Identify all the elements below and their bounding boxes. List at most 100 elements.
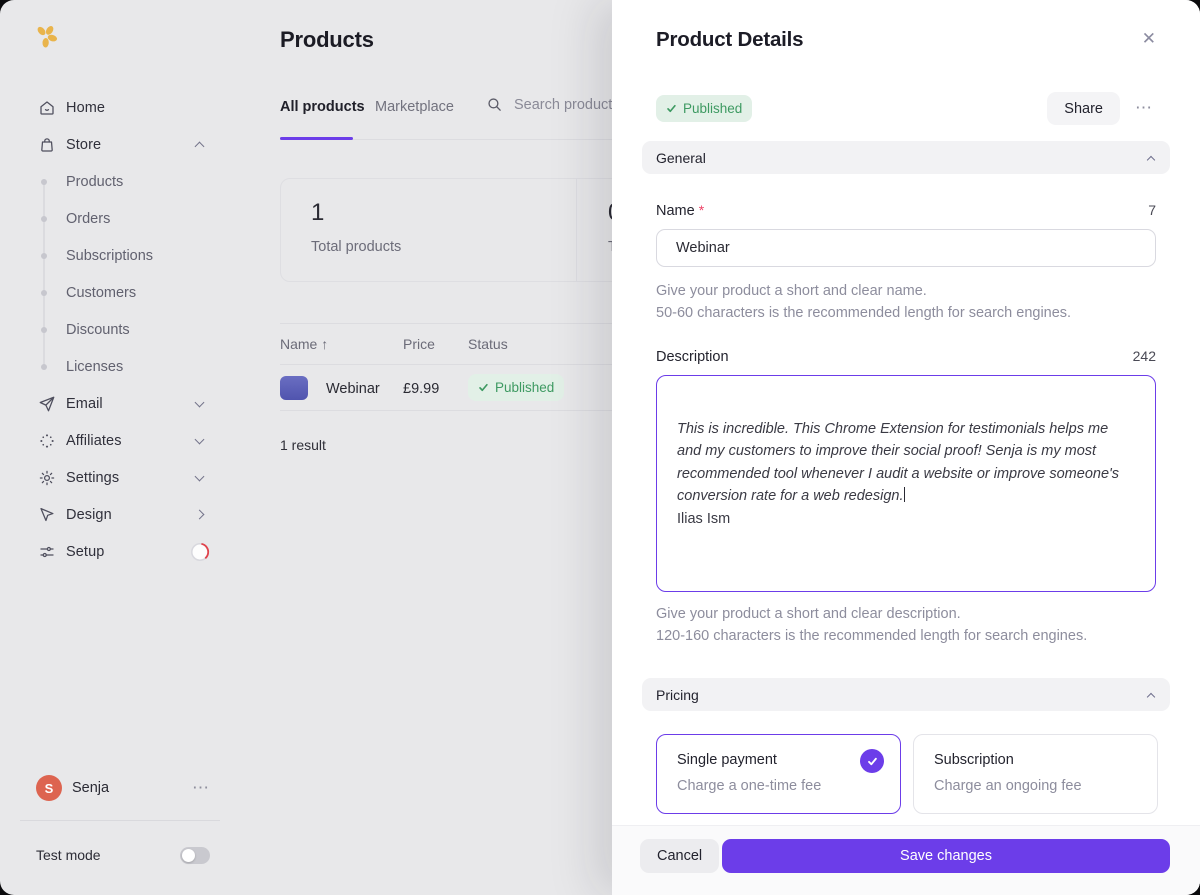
required-mark: * (698, 202, 705, 218)
section-general[interactable]: General (642, 141, 1170, 174)
affiliates-dots-icon (38, 432, 56, 450)
store-bag-icon (38, 136, 56, 154)
senja-logo-icon[interactable] (33, 23, 59, 49)
section-pricing[interactable]: Pricing (642, 678, 1170, 711)
selected-check-icon (860, 749, 884, 773)
status-badge: Published (468, 374, 565, 401)
pricing-option-subscription[interactable]: Subscription Charge an ongoing fee (913, 734, 1158, 814)
tab-all-products[interactable]: All products (280, 99, 365, 115)
table-row-price: £9.99 (403, 381, 440, 397)
drawer-footer: Cancel Save changes (612, 825, 1200, 895)
toggle-knob (182, 848, 195, 862)
chevron-up-icon (194, 141, 205, 152)
test-mode-toggle[interactable] (180, 846, 210, 864)
result-count: 1 result (280, 437, 326, 453)
name-help-line2: 50-60 characters is the recommended leng… (656, 305, 1072, 321)
sort-arrow-icon: ↑ (321, 336, 329, 352)
nav-tree-line (43, 182, 45, 366)
sidebar-item-email[interactable]: Email (0, 385, 240, 422)
sidebar-nav: Home Store Products Orders (0, 89, 240, 570)
text-caret (903, 487, 905, 502)
test-mode-row: Test mode (36, 845, 210, 865)
tree-dot-icon (41, 326, 47, 333)
tab-marketplace[interactable]: Marketplace (375, 99, 454, 115)
name-field-labels: Name * 7 (656, 202, 1156, 219)
table-row-name[interactable]: Webinar (326, 381, 380, 397)
description-textarea[interactable]: This is incredible. This Chrome Extensio… (656, 375, 1156, 592)
description-help-line1: Give your product a short and clear desc… (656, 606, 961, 622)
sidebar-item-discounts[interactable]: Discounts (0, 311, 240, 348)
home-icon (38, 99, 56, 117)
more-menu-button[interactable]: ⋯ (1135, 98, 1153, 117)
product-thumbnail[interactable] (280, 376, 308, 400)
sidebar-item-home[interactable]: Home (0, 89, 240, 126)
tree-dot-icon (41, 289, 47, 296)
stat-total-products-value: 1 (311, 199, 325, 226)
chevron-down-icon (194, 397, 205, 407)
chevron-down-icon (194, 434, 205, 444)
workspace-account[interactable]: S Senja ⋯ (36, 775, 210, 801)
page-title: Products (280, 27, 374, 52)
sidebar-item-customers[interactable]: Customers (0, 274, 240, 311)
cancel-button[interactable]: Cancel (640, 839, 720, 873)
pricing-option-single-payment[interactable]: Single payment Charge a one-time fee (656, 734, 901, 814)
sidebar-item-design[interactable]: Design (0, 496, 240, 533)
close-icon[interactable]: ✕ (1141, 29, 1156, 48)
description-char-count: 242 (1132, 348, 1156, 364)
sliders-icon (38, 543, 56, 561)
description-empty-line (677, 395, 1135, 418)
check-icon (479, 383, 488, 392)
search-icon (488, 98, 501, 111)
description-help-line2: 120-160 characters is the recommended le… (656, 628, 1088, 644)
name-help-line1: Give your product a short and clear name… (656, 283, 927, 299)
share-button[interactable]: Share (1047, 92, 1120, 125)
drawer-title: Product Details (656, 28, 804, 51)
published-badge: Published (656, 95, 753, 122)
name-label: Name (656, 203, 695, 219)
sidebar: Home Store Products Orders (0, 0, 240, 895)
chevron-up-icon (1146, 692, 1156, 701)
stats-divider (576, 179, 577, 281)
stat-total-products-label: Total products (311, 239, 402, 255)
test-mode-label: Test mode (36, 847, 101, 863)
account-menu-button[interactable]: ⋯ (192, 778, 210, 797)
name-char-count: 7 (1148, 202, 1156, 218)
chevron-right-icon (194, 509, 205, 520)
chevron-down-icon (194, 471, 205, 481)
sidebar-item-settings[interactable]: Settings (0, 459, 240, 496)
avatar: S (36, 775, 62, 801)
tree-dot-icon (41, 215, 47, 222)
sidebar-item-setup[interactable]: Setup (0, 533, 240, 570)
sidebar-item-label: Home (66, 99, 106, 116)
setup-progress-icon (190, 542, 210, 562)
tree-dot-icon (41, 363, 47, 370)
cursor-icon (38, 506, 56, 524)
sidebar-item-label: Store (66, 136, 102, 153)
description-text: This is incredible. This Chrome Extensio… (677, 420, 1120, 505)
chevron-up-icon (1146, 155, 1156, 164)
tree-dot-icon (41, 252, 47, 259)
description-author: Ilias Ism (677, 510, 731, 527)
workspace-name: Senja (72, 780, 110, 796)
sidebar-divider (20, 820, 220, 821)
column-header-status[interactable]: Status (468, 336, 508, 352)
sidebar-item-products[interactable]: Products (0, 163, 240, 200)
description-field-labels: Description 242 (656, 348, 1156, 365)
product-details-drawer: Product Details ✕ Published Share ⋯ Gene… (612, 0, 1200, 895)
sidebar-item-store[interactable]: Store (0, 126, 240, 163)
column-header-name[interactable]: Name ↑ (280, 336, 329, 352)
tree-dot-icon (41, 178, 47, 185)
gear-icon (38, 469, 56, 487)
name-input[interactable] (656, 229, 1156, 267)
check-icon (667, 104, 676, 113)
sidebar-item-subscriptions[interactable]: Subscriptions (0, 237, 240, 274)
sidebar-item-affiliates[interactable]: Affiliates (0, 422, 240, 459)
active-tab-underline (280, 137, 353, 140)
column-header-price[interactable]: Price (403, 336, 435, 352)
send-icon (38, 395, 56, 413)
sidebar-item-orders[interactable]: Orders (0, 200, 240, 237)
sidebar-item-licenses[interactable]: Licenses (0, 348, 240, 385)
description-label: Description (656, 349, 729, 365)
save-changes-button[interactable]: Save changes (722, 839, 1170, 873)
